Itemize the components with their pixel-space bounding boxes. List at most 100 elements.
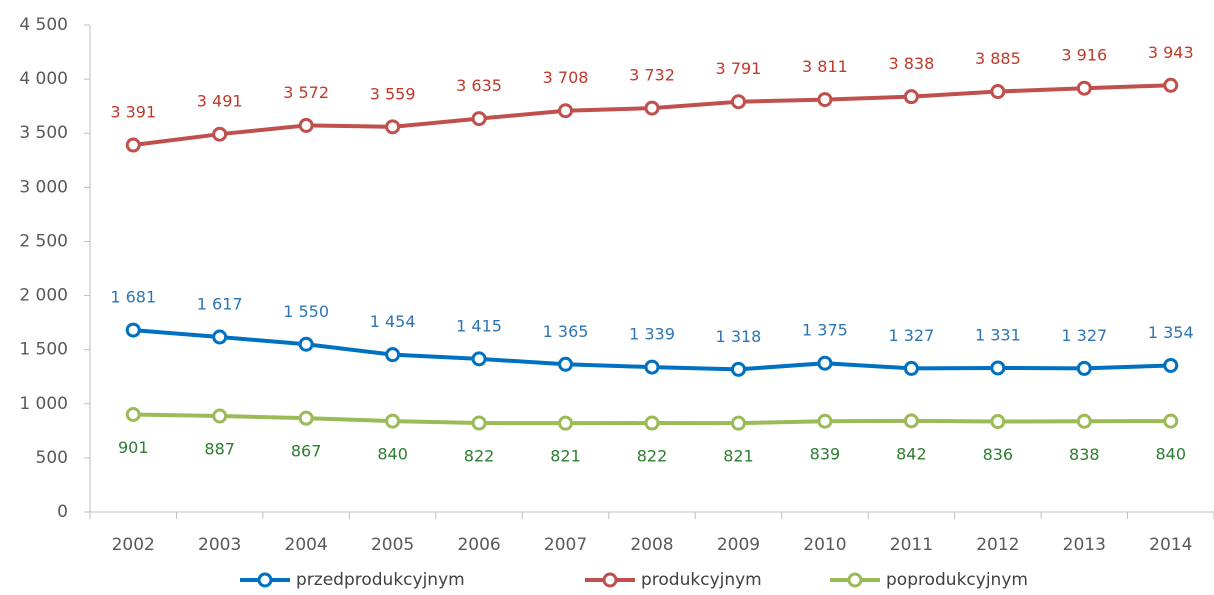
point xyxy=(644,100,660,116)
value-label: 887 xyxy=(204,440,235,459)
y-tick-label: 0 xyxy=(57,502,68,522)
value-label: 836 xyxy=(983,445,1014,464)
value-label: 3 838 xyxy=(888,54,934,73)
x-tick-label: 2004 xyxy=(285,535,328,555)
legend-marker xyxy=(602,572,618,588)
legend-marker xyxy=(257,572,273,588)
value-label: 3 811 xyxy=(802,57,848,76)
legend-label: poprodukcyjnym xyxy=(886,570,1028,590)
point xyxy=(558,356,574,372)
value-label: 3 635 xyxy=(456,76,502,95)
value-label: 1 339 xyxy=(629,325,675,344)
legend-label: produkcyjnym xyxy=(641,570,762,590)
value-label: 1 375 xyxy=(802,321,848,340)
x-tick-label: 2003 xyxy=(198,535,241,555)
point xyxy=(1076,413,1092,429)
x-tick-label: 2006 xyxy=(457,535,500,555)
y-tick-label: 3 000 xyxy=(19,177,68,197)
point xyxy=(212,408,228,424)
point xyxy=(558,103,574,119)
value-label: 822 xyxy=(464,447,495,466)
value-label: 3 559 xyxy=(370,84,416,103)
value-label: 1 454 xyxy=(370,312,416,331)
y-tick-label: 500 xyxy=(36,448,68,468)
x-tick-label: 2005 xyxy=(371,535,414,555)
value-label: 867 xyxy=(291,442,322,461)
point xyxy=(385,347,401,363)
point xyxy=(903,360,919,376)
value-label: 3 708 xyxy=(543,68,589,87)
value-label: 3 885 xyxy=(975,49,1021,68)
y-tick-label: 1 000 xyxy=(19,394,68,414)
x-tick-label: 2002 xyxy=(112,535,155,555)
point xyxy=(990,84,1006,100)
point xyxy=(644,415,660,431)
point xyxy=(730,361,746,377)
x-tick-label: 2008 xyxy=(630,535,673,555)
value-label: 3 943 xyxy=(1148,43,1194,62)
point xyxy=(903,89,919,105)
value-label: 1 617 xyxy=(197,295,243,314)
value-label: 901 xyxy=(118,438,149,457)
point xyxy=(471,351,487,367)
value-label: 821 xyxy=(723,447,754,466)
point xyxy=(1163,77,1179,93)
value-label: 842 xyxy=(896,444,927,463)
value-label: 3 916 xyxy=(1061,46,1107,65)
value-label: 1 365 xyxy=(543,322,589,341)
point xyxy=(644,359,660,375)
legend-label: przedprodukcyjnym xyxy=(296,570,465,590)
value-label: 838 xyxy=(1069,445,1100,464)
point xyxy=(298,410,314,426)
point xyxy=(1076,80,1092,96)
point xyxy=(471,415,487,431)
point xyxy=(385,119,401,135)
point xyxy=(558,415,574,431)
value-label: 840 xyxy=(1155,445,1186,464)
x-tick-label: 2013 xyxy=(1063,535,1106,555)
legend-marker xyxy=(847,572,863,588)
x-tick-label: 2009 xyxy=(717,535,760,555)
value-label: 3 791 xyxy=(716,59,762,78)
point xyxy=(298,336,314,352)
point xyxy=(212,329,228,345)
y-tick-label: 2 000 xyxy=(19,286,68,306)
y-tick-label: 2 500 xyxy=(19,231,68,251)
x-tick-label: 2007 xyxy=(544,535,587,555)
point xyxy=(1076,360,1092,376)
value-label: 839 xyxy=(810,445,841,464)
point xyxy=(817,92,833,108)
value-label: 1 354 xyxy=(1148,323,1194,342)
point xyxy=(730,94,746,110)
x-tick-label: 2011 xyxy=(890,535,933,555)
value-label: 3 572 xyxy=(283,83,329,102)
point xyxy=(298,117,314,133)
value-label: 1 327 xyxy=(1061,326,1107,345)
point xyxy=(990,414,1006,430)
x-tick-label: 2014 xyxy=(1149,535,1192,555)
x-tick-label: 2012 xyxy=(976,535,1019,555)
point xyxy=(385,413,401,429)
value-label: 840 xyxy=(377,445,408,464)
point xyxy=(730,415,746,431)
point xyxy=(125,137,141,153)
y-tick-label: 3 500 xyxy=(19,123,68,143)
value-label: 1 681 xyxy=(110,288,156,307)
value-label: 1 318 xyxy=(716,327,762,346)
value-label: 1 415 xyxy=(456,316,502,335)
value-label: 3 732 xyxy=(629,66,675,85)
value-label: 822 xyxy=(637,447,668,466)
value-label: 1 550 xyxy=(283,302,329,321)
point xyxy=(1163,413,1179,429)
x-tick-label: 2010 xyxy=(803,535,846,555)
point xyxy=(471,111,487,127)
y-tick-label: 4 000 xyxy=(19,69,68,89)
point xyxy=(817,355,833,371)
y-tick-label: 1 500 xyxy=(19,340,68,360)
value-label: 821 xyxy=(550,447,581,466)
value-label: 3 491 xyxy=(197,92,243,111)
value-label: 3 391 xyxy=(110,103,156,122)
point xyxy=(903,413,919,429)
point xyxy=(125,322,141,338)
